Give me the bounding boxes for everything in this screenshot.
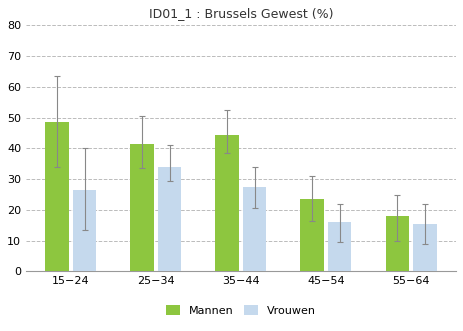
Legend: Mannen, Vrouwen: Mannen, Vrouwen — [162, 300, 320, 320]
Title: ID01_1 : Brussels Gewest (%): ID01_1 : Brussels Gewest (%) — [149, 7, 333, 20]
Bar — [243, 187, 267, 271]
Bar — [131, 144, 154, 271]
Bar — [413, 224, 437, 271]
Bar — [328, 222, 351, 271]
Bar — [386, 216, 409, 271]
Bar — [73, 190, 96, 271]
Bar — [215, 134, 239, 271]
Bar — [45, 122, 69, 271]
Bar — [300, 199, 324, 271]
Bar — [158, 167, 181, 271]
